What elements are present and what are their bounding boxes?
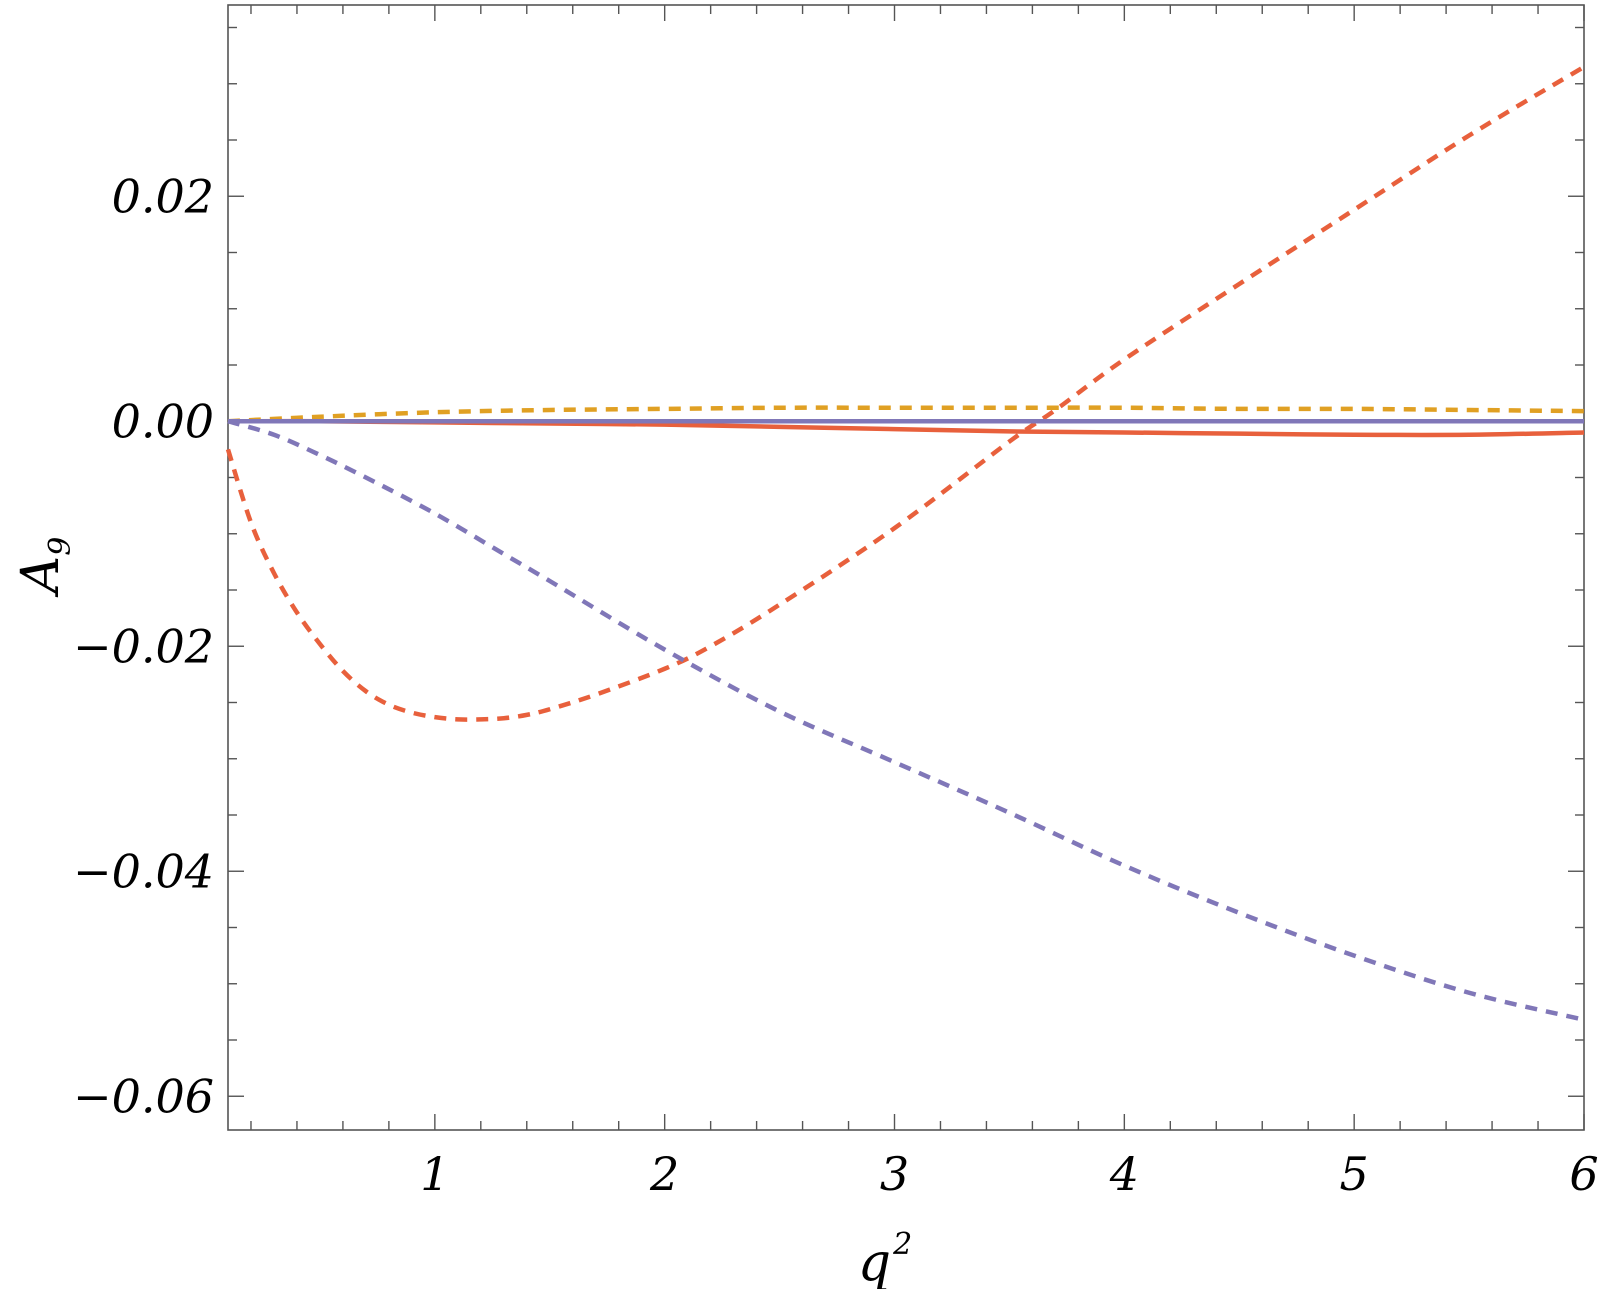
- x-tick-label: 1: [420, 1147, 449, 1201]
- series-line-1-dashed: [225, 64, 1586, 722]
- axis-tick-labels: 1 2 3 4 5 6 −0.06 −0.04 −0.02 0.00 0.02: [73, 169, 1599, 1201]
- x-axis-title-base: q: [858, 1233, 891, 1289]
- axis-ticks: [228, 5, 1585, 1130]
- plot-frame: [227, 4, 1585, 1131]
- x-axis-title: q2: [858, 1227, 912, 1289]
- x-tick-label: 6: [1569, 1147, 1598, 1201]
- x-axis-title-superscript: 2: [892, 1227, 912, 1262]
- x-tick-label: 2: [649, 1147, 679, 1201]
- series-line-2-dashed: [227, 419, 1585, 1022]
- y-tick-label: −0.02: [73, 619, 214, 673]
- series-layer: [225, 64, 1586, 1022]
- x-tick-label: 4: [1109, 1147, 1139, 1201]
- y-tick-label: 0.02: [112, 169, 214, 223]
- y-axis-title-base: A: [11, 556, 71, 598]
- x-tick-label: 5: [1340, 1147, 1369, 1201]
- x-tick-label: 3: [880, 1147, 909, 1201]
- y-axis-title-subscript: 9: [43, 537, 78, 556]
- y-tick-label: 0.00: [112, 394, 214, 448]
- y-tick-label: −0.04: [73, 844, 214, 898]
- y-axis-title: A9: [11, 537, 78, 598]
- plot-border: [227, 4, 1585, 1131]
- y-tick-label: −0.06: [73, 1069, 214, 1123]
